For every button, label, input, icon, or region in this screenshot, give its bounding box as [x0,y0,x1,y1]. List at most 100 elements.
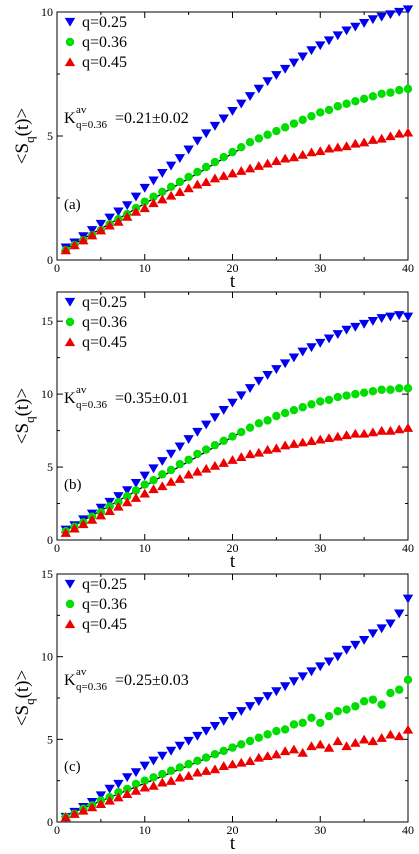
data-point [209,721,221,731]
data-point [236,166,247,175]
data-point [377,700,386,709]
data-point [113,501,124,511]
x-tick-label: 40 [402,541,414,555]
data-point [148,176,159,186]
data-point [78,519,89,529]
data-point [394,609,405,619]
data-point [175,763,185,772]
annotation-sub: q=0.36 [76,681,107,693]
data-point [157,481,168,491]
data-point [219,436,228,445]
data-point [332,142,343,152]
data-point [403,84,413,94]
data-point [113,216,124,226]
data-point [307,400,316,409]
data-point [184,172,193,182]
data-point [149,192,158,201]
data-point [165,449,177,459]
data-point [332,330,343,339]
panel-label: (b) [64,477,82,493]
data-point [350,322,361,332]
x-tick-label: 20 [227,541,239,555]
data-point [315,434,326,444]
annotation-value: =0.25±0.03 [115,672,189,689]
data-point [254,733,264,742]
data-point [175,177,185,187]
data-point [218,716,229,726]
data-point [245,138,255,147]
data-point [165,746,177,756]
data-point [139,471,150,481]
data-point [350,640,361,650]
x-tick-label: 10 [139,823,151,837]
data-point [385,312,396,322]
data-point [272,726,281,736]
data-point [315,739,326,749]
data-point [377,385,386,394]
data-point [209,460,221,470]
y-tick-label: 15 [41,567,53,581]
data-point [376,425,387,435]
data-point [183,771,194,780]
data-point [244,163,256,173]
data-point [394,424,405,434]
data-point [218,114,229,124]
data-point [227,107,238,116]
data-point [131,486,141,495]
data-point [263,730,272,739]
data-point [316,397,325,406]
data-point [69,523,80,533]
data-point [297,149,308,159]
data-point [237,427,246,437]
data-point [280,408,290,418]
data-point [332,431,343,441]
data-point [149,475,158,485]
data-point [395,85,404,95]
data-point [218,171,229,180]
data-point [254,134,264,143]
data-point [228,743,237,752]
data-point [210,750,220,759]
data-point [358,734,370,744]
data-point [351,702,360,711]
data-point [315,662,326,672]
data-point [140,480,149,489]
panel-label: (a) [64,197,81,213]
data-point [95,791,107,801]
data-point [298,403,307,412]
y-axis-title-main: <S [12,143,33,164]
data-point [333,707,342,716]
data-point [148,780,159,790]
data-point [139,782,150,792]
data-point [307,111,316,121]
data-point [158,470,167,479]
data-point [306,147,317,157]
data-point [60,245,71,255]
data-point [367,135,379,144]
data-point [385,729,396,739]
data-point [368,92,378,101]
legend-label: q=0.25 [82,294,127,311]
data-point [253,161,265,170]
data-point [385,10,396,20]
legend-marker [65,317,75,327]
data-point [158,187,167,196]
data-point [279,359,291,369]
y-axis-title: <Sq(t)> [12,108,37,164]
data-point [279,682,291,692]
legend-label: q=0.36 [82,314,127,331]
annotation-sub: q=0.36 [76,119,107,131]
data-point [368,387,378,396]
data-point [227,455,238,464]
data-point [350,22,361,32]
data-point [367,15,379,25]
data-point [395,685,404,694]
x-tick-label: 40 [402,823,414,837]
x-tick-label: 20 [227,261,239,275]
data-point [227,712,238,721]
data-point [271,687,282,697]
data-point [288,58,300,68]
data-point [341,141,352,151]
data-point [306,741,317,751]
data-point [402,127,414,137]
